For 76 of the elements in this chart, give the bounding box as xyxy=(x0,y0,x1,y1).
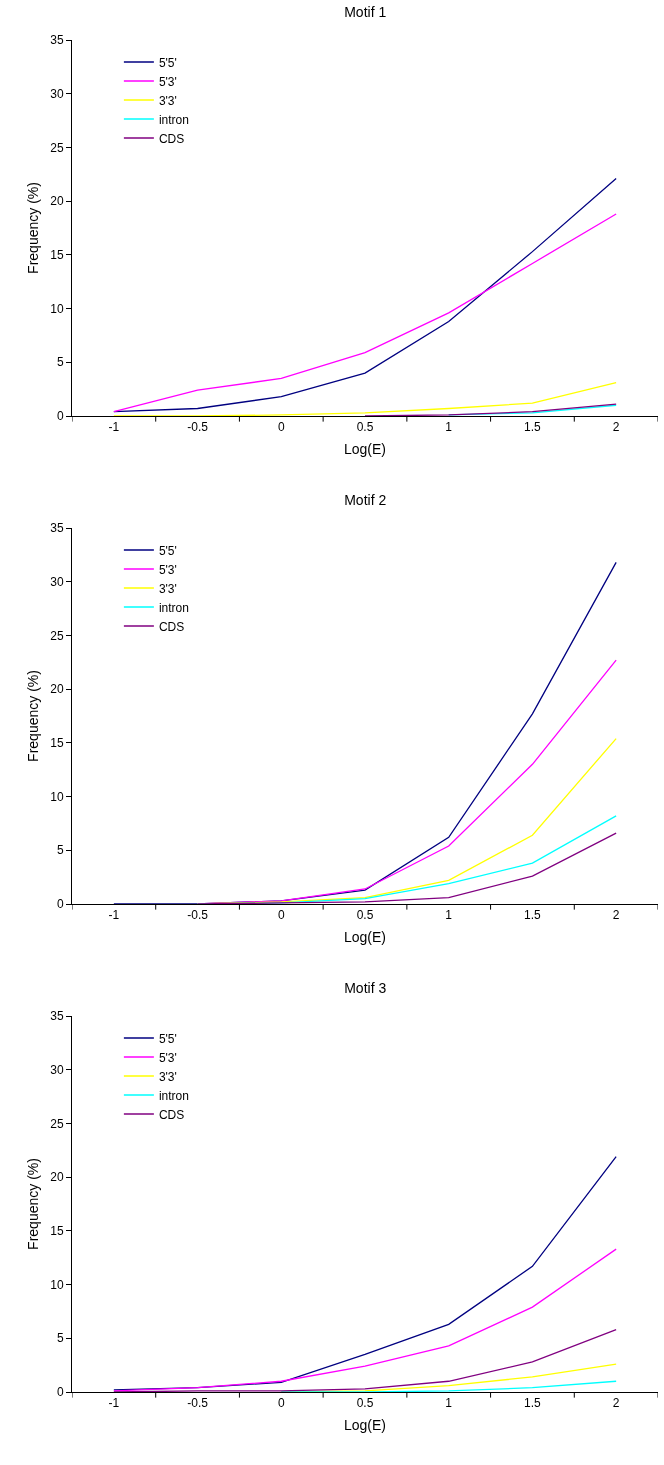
legend-label: 5'3' xyxy=(158,1050,177,1065)
line-series xyxy=(113,1329,617,1392)
y-tick-label: 10 xyxy=(50,301,64,316)
x-tick-label: 0 xyxy=(277,908,285,923)
y-tick-label: 0 xyxy=(56,409,64,424)
line-series xyxy=(364,403,617,416)
x-tick-label: 1 xyxy=(445,420,453,435)
y-tick-label: 25 xyxy=(50,1116,64,1131)
y-tick-label: 15 xyxy=(50,1224,64,1239)
y-tick-label: 5 xyxy=(56,1331,64,1346)
line-series xyxy=(113,1248,617,1392)
x-tick-label: 0.5 xyxy=(356,908,374,923)
x-tick-label: 2 xyxy=(612,1396,620,1411)
x-tick-label: -0.5 xyxy=(187,1396,209,1411)
legend-label: intron xyxy=(158,112,189,127)
x-tick-label: -0.5 xyxy=(187,908,209,923)
y-axis-title: Frequency (%) xyxy=(24,1158,41,1250)
y-tick-label: 10 xyxy=(50,789,64,804)
chart-title: Motif 1 xyxy=(344,4,387,21)
y-tick-label: 35 xyxy=(50,1009,64,1024)
y-tick-label: 25 xyxy=(50,140,64,155)
x-tick-label: 1 xyxy=(445,908,453,923)
legend-label: 5'5' xyxy=(158,55,177,70)
y-tick-label: 30 xyxy=(50,1062,64,1077)
legend-label: 3'3' xyxy=(158,1069,177,1084)
line-series xyxy=(196,832,617,904)
y-axis-title: Frequency (%) xyxy=(24,670,41,762)
legend-label: 5'3' xyxy=(158,562,177,577)
x-axis-title: Log(E) xyxy=(343,440,387,457)
x-tick-label: -1 xyxy=(108,908,120,923)
y-tick-label: 0 xyxy=(56,897,64,912)
y-tick-label: 5 xyxy=(56,843,64,858)
legend-label: 3'3' xyxy=(158,581,177,596)
y-tick-label: 10 xyxy=(50,1277,64,1292)
x-axis-title: Log(E) xyxy=(343,1416,387,1433)
legend-label: CDS xyxy=(158,619,185,634)
x-tick-label: 0.5 xyxy=(356,420,374,435)
x-tick-label: -0.5 xyxy=(187,420,209,435)
x-tick-label: 2 xyxy=(612,420,620,435)
legend-label: 5'3' xyxy=(158,74,177,89)
legend-label: intron xyxy=(158,600,189,615)
legend-label: 5'5' xyxy=(158,543,177,558)
y-tick-label: 20 xyxy=(50,682,64,697)
x-tick-label: 1.5 xyxy=(524,420,542,435)
y-tick-label: 25 xyxy=(50,628,64,643)
y-tick-label: 15 xyxy=(50,248,64,263)
legend-label: CDS xyxy=(158,1107,185,1122)
y-tick-label: 30 xyxy=(50,574,64,589)
y-tick-label: 15 xyxy=(50,736,64,751)
line-series xyxy=(113,382,617,416)
y-tick-label: 0 xyxy=(56,1385,64,1400)
x-tick-label: 0 xyxy=(277,420,285,435)
y-tick-label: 20 xyxy=(50,194,64,209)
line-series xyxy=(113,1156,617,1391)
y-tick-label: 5 xyxy=(56,355,64,370)
chart-title: Motif 2 xyxy=(344,492,387,509)
x-tick-label: 0 xyxy=(277,1396,285,1411)
legend-label: 3'3' xyxy=(158,93,177,108)
x-tick-label: -1 xyxy=(108,1396,120,1411)
y-tick-label: 20 xyxy=(50,1170,64,1185)
x-tick-label: 1.5 xyxy=(524,1396,542,1411)
legend-label: 5'5' xyxy=(158,1031,177,1046)
line-series xyxy=(113,213,617,413)
x-axis-title: Log(E) xyxy=(343,928,387,945)
x-tick-label: 1 xyxy=(445,1396,453,1411)
legend-label: intron xyxy=(158,1088,189,1103)
x-tick-label: 1.5 xyxy=(524,908,542,923)
y-axis-title: Frequency (%) xyxy=(24,182,41,274)
x-tick-label: -1 xyxy=(108,420,120,435)
y-tick-label: 30 xyxy=(50,86,64,101)
x-tick-label: 2 xyxy=(612,908,620,923)
y-tick-label: 35 xyxy=(50,33,64,48)
y-tick-label: 35 xyxy=(50,521,64,536)
legend-label: CDS xyxy=(158,131,185,146)
x-tick-label: 0.5 xyxy=(356,1396,374,1411)
chart-title: Motif 3 xyxy=(344,980,387,997)
